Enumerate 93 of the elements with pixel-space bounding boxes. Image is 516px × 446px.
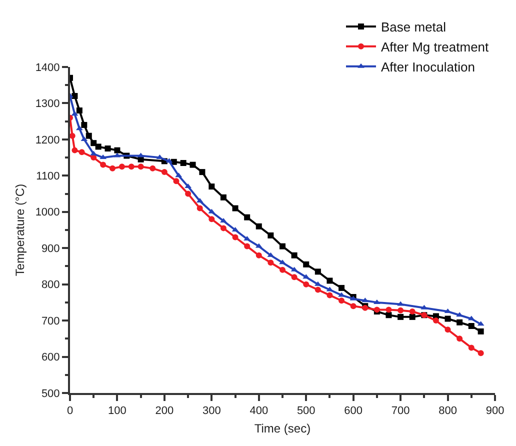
y-tick-label: 1200 (35, 134, 60, 146)
point (268, 232, 274, 238)
point (244, 214, 250, 220)
point (185, 190, 192, 197)
point (280, 266, 286, 273)
point (478, 328, 484, 334)
point (314, 286, 321, 293)
point (338, 298, 345, 304)
point (232, 205, 238, 212)
point (409, 314, 416, 320)
point (196, 205, 203, 212)
y-tick-label: 1100 (36, 170, 60, 183)
point (398, 314, 404, 320)
point (138, 156, 144, 162)
point (268, 260, 274, 266)
point (244, 243, 250, 250)
point (303, 281, 310, 288)
y-tick-label: 700 (41, 315, 60, 328)
point (110, 165, 116, 172)
legend-label: After Mg treatment (381, 40, 490, 54)
y-tick-label: 900 (41, 242, 60, 255)
point (350, 303, 356, 310)
legend-label: After Inoculation (381, 59, 475, 74)
point (444, 326, 451, 333)
x-tick-label: 900 (486, 405, 504, 418)
y-tick-label: 1400 (35, 62, 60, 74)
point (95, 144, 102, 150)
point (100, 162, 106, 168)
point (256, 252, 262, 258)
point (128, 164, 134, 170)
point (456, 319, 463, 326)
y-axis-title: Temperature (°C) (13, 184, 28, 276)
point (444, 316, 451, 322)
x-tick-label: 700 (391, 405, 410, 418)
point (190, 162, 196, 168)
point (138, 164, 144, 170)
point (291, 274, 298, 280)
point (314, 268, 321, 275)
point (409, 308, 416, 314)
point (326, 278, 333, 284)
point (326, 292, 333, 298)
point (76, 107, 82, 114)
y-tick-label: 1000 (35, 206, 60, 219)
point (220, 218, 227, 222)
y-tick-label: 1300 (35, 98, 60, 110)
point (280, 243, 286, 250)
point (70, 132, 76, 139)
point (232, 234, 238, 240)
x-tick-label: 0 (66, 405, 74, 418)
x-tick-label: 100 (108, 405, 126, 418)
x-tick-label: 300 (202, 405, 221, 418)
point (118, 164, 125, 170)
point (291, 252, 298, 258)
point (86, 132, 92, 139)
point (456, 336, 463, 342)
point (114, 147, 120, 154)
point (386, 306, 392, 313)
point (338, 284, 345, 291)
x-tick-label: 600 (344, 405, 363, 418)
x-axis-title: Time (sec) (254, 422, 311, 436)
point (90, 140, 97, 146)
point (180, 160, 186, 166)
x-tick-label: 200 (155, 405, 174, 418)
point (72, 147, 78, 154)
x-tick-label: 500 (296, 405, 316, 418)
point (338, 292, 345, 297)
point (220, 194, 226, 200)
legend-label: Base metal (381, 20, 446, 35)
point (279, 260, 286, 264)
point (303, 261, 310, 268)
point (150, 165, 156, 172)
point (220, 225, 226, 232)
point (208, 184, 215, 190)
y-tick-label: 500 (41, 388, 60, 400)
point (478, 350, 484, 356)
point (161, 169, 168, 176)
x-tick-label: 800 (438, 405, 457, 418)
y-tick-label: 600 (41, 352, 60, 364)
point (398, 307, 404, 314)
point (208, 216, 215, 222)
point (468, 322, 474, 329)
x-tick-label: 400 (250, 405, 268, 418)
point (386, 312, 392, 318)
y-tick-label: 800 (41, 279, 60, 292)
point (81, 122, 88, 128)
point (468, 344, 474, 351)
point (173, 178, 180, 184)
point (432, 318, 439, 324)
point (199, 169, 206, 176)
point (72, 92, 78, 99)
point (256, 223, 262, 230)
point (78, 149, 85, 156)
point (104, 146, 111, 152)
